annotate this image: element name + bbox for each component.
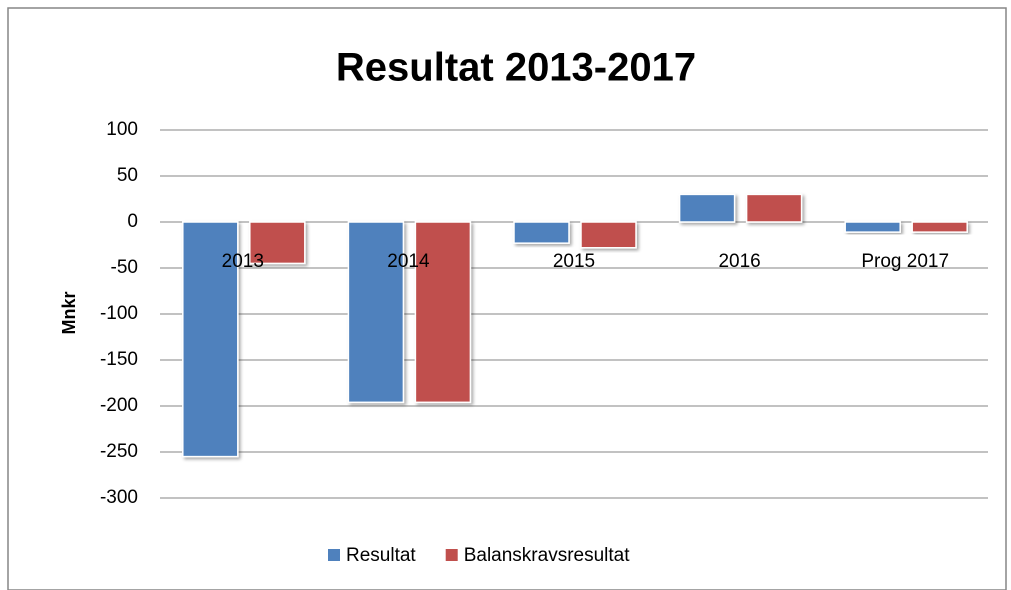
y-axis-label: Mnkr <box>59 291 79 334</box>
bar <box>745 193 803 223</box>
x-tick-label: 2014 <box>387 251 430 272</box>
legend-label: Resultat <box>346 545 416 566</box>
bar <box>844 221 901 233</box>
x-tick-label: Prog 2017 <box>861 251 949 272</box>
y-tick-label: -200 <box>100 395 138 416</box>
bar <box>249 221 306 265</box>
x-tick-label: 2016 <box>718 251 760 272</box>
bar <box>678 193 736 223</box>
chart-title: Resultat 2013-2017 <box>336 46 696 90</box>
x-tick-label: 2013 <box>222 251 264 272</box>
bar <box>347 221 405 404</box>
y-tick-label: 0 <box>127 211 138 232</box>
y-tick-label: -50 <box>111 257 138 278</box>
legend-swatch <box>445 549 458 561</box>
bar <box>580 221 637 249</box>
y-tick-label: 50 <box>117 165 138 186</box>
bar <box>414 221 472 404</box>
y-tick-label: -150 <box>100 349 138 370</box>
legend-swatch <box>328 549 340 561</box>
bar <box>513 221 570 244</box>
y-tick-label: -300 <box>100 487 138 508</box>
bar <box>911 221 968 233</box>
bar <box>182 221 239 458</box>
legend-label: Balanskravsresultat <box>464 545 631 566</box>
chart-frame <box>7 7 1007 590</box>
x-tick-label: 2015 <box>553 251 595 272</box>
y-tick-label: -250 <box>100 441 138 462</box>
y-tick-label: 100 <box>106 119 138 140</box>
y-tick-label: -100 <box>100 303 138 324</box>
